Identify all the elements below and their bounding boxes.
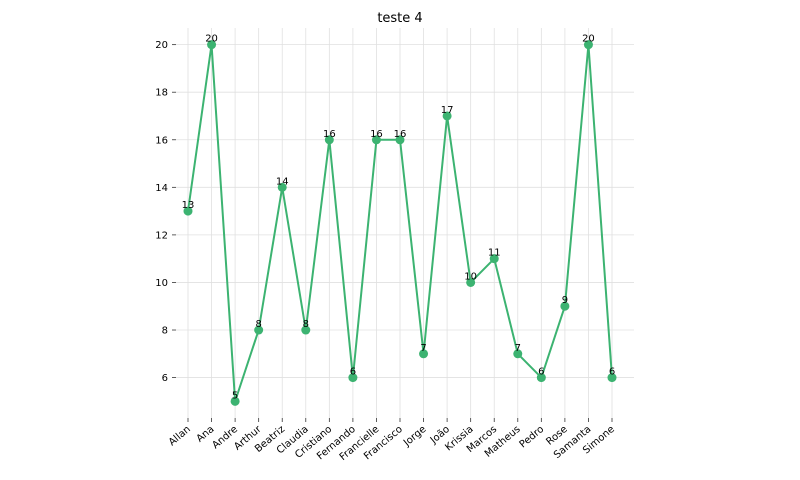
y-tick-label: 20 — [155, 40, 168, 51]
y-tick-label: 14 — [155, 183, 168, 194]
x-tick-label: Jorge — [401, 424, 428, 449]
data-point — [183, 206, 193, 216]
y-axis: 6 8 10 12 14 16 18 20 — [155, 40, 176, 384]
data-label: 16 — [394, 129, 407, 140]
data-point — [560, 301, 570, 311]
data-point — [489, 254, 499, 264]
y-tick-label: 8 — [162, 326, 168, 337]
data-label: 7 — [515, 343, 521, 354]
data-point — [324, 135, 334, 145]
data-label: 9 — [562, 295, 568, 306]
data-point — [536, 373, 546, 383]
y-tick-label: 18 — [155, 88, 168, 99]
data-point — [466, 277, 476, 287]
data-label: 6 — [609, 367, 615, 378]
data-label: 6 — [350, 367, 356, 378]
data-point — [419, 349, 429, 359]
x-axis: Allan AnaAndreArthurBeatrizClaudiaCristia… — [167, 418, 617, 463]
data-label: 6 — [538, 367, 544, 378]
data-label: 8 — [303, 319, 309, 330]
y-tick-label: 12 — [155, 230, 168, 241]
y-tick-label: 10 — [155, 278, 168, 289]
data-label: 14 — [276, 176, 289, 187]
data-label: 10 — [464, 271, 477, 282]
x-tick-label: Allan — [167, 424, 193, 448]
data-label: 20 — [205, 34, 218, 45]
data-point — [583, 40, 593, 50]
data-point — [513, 349, 523, 359]
data-point — [277, 182, 287, 192]
series — [183, 40, 617, 406]
data-label: 5 — [232, 390, 238, 401]
data-label: 16 — [370, 129, 383, 140]
data-point — [207, 40, 217, 50]
data-label: 16 — [323, 129, 336, 140]
data-point — [301, 325, 311, 335]
data-label: 7 — [420, 343, 426, 354]
data-labels: 13 20 5 8 14 8 16 6 16 16 7 17 10 11 7 6 9 20 6 — [182, 34, 616, 402]
x-tick-label: Pedro — [518, 424, 547, 451]
chart-title: teste 4 — [377, 11, 422, 26]
data-point — [254, 325, 264, 335]
grid — [176, 28, 634, 418]
y-tick-label: 6 — [162, 373, 168, 384]
data-point — [230, 396, 240, 406]
data-point — [371, 135, 381, 145]
data-point — [442, 111, 452, 121]
data-label: 8 — [255, 319, 261, 330]
data-label: 20 — [582, 34, 595, 45]
data-point — [395, 135, 405, 145]
data-point — [348, 373, 358, 383]
data-label: 17 — [441, 105, 454, 116]
data-point — [607, 373, 617, 383]
data-label: 11 — [488, 248, 501, 259]
data-label: 13 — [182, 200, 195, 211]
y-tick-label: 16 — [155, 135, 168, 146]
